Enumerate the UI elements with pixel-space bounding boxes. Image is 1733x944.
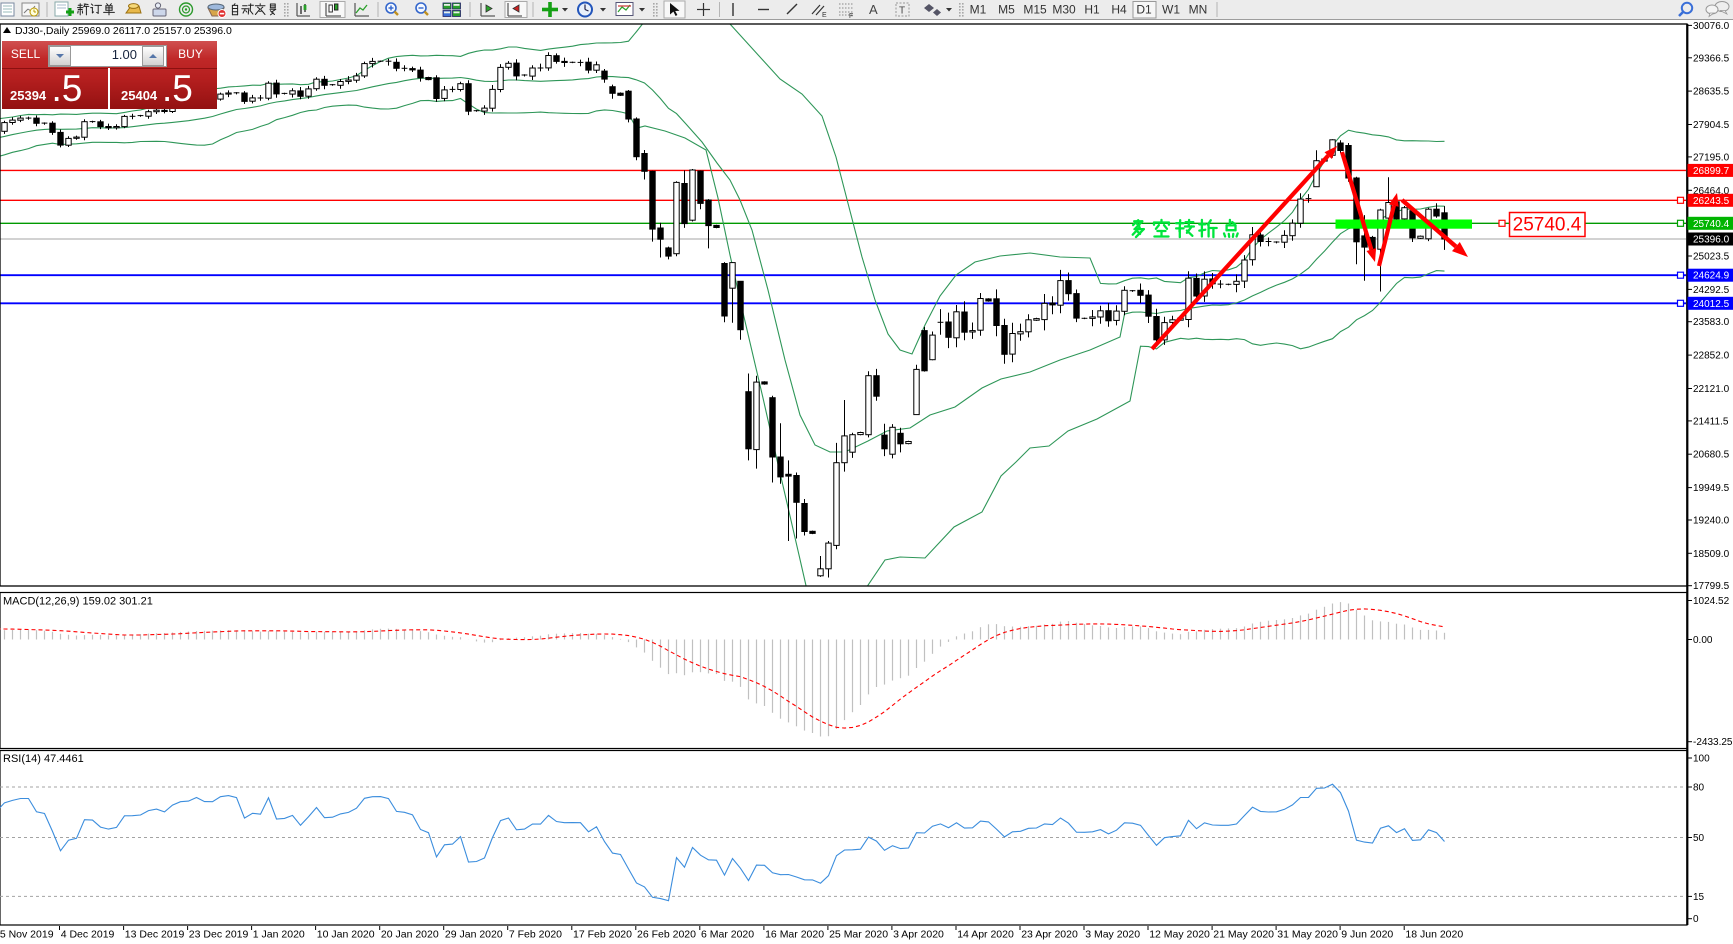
svg-text:3 Apr 2020: 3 Apr 2020 (893, 929, 944, 941)
svg-text:25740.4: 25740.4 (1513, 215, 1582, 236)
svg-text:27195.0: 27195.0 (1693, 152, 1730, 163)
svg-text:RSI(14) 47.4461: RSI(14) 47.4461 (3, 753, 84, 765)
svg-text:20680.5: 20680.5 (1693, 450, 1730, 461)
svg-text:M5: M5 (998, 3, 1015, 17)
svg-text:80: 80 (1693, 783, 1705, 794)
svg-text:9 Jun 2020: 9 Jun 2020 (1341, 929, 1393, 941)
svg-text:-2433.25: -2433.25 (1693, 737, 1733, 748)
svg-text:M1: M1 (970, 3, 987, 17)
svg-text:22852.0: 22852.0 (1693, 351, 1730, 362)
svg-text:50: 50 (1693, 833, 1705, 844)
svg-text:DJ30-,Daily: DJ30-,Daily (15, 25, 70, 37)
svg-text:M30: M30 (1052, 3, 1076, 17)
svg-text:26899.7: 26899.7 (1693, 166, 1730, 177)
svg-text:21 May 2020: 21 May 2020 (1213, 929, 1274, 941)
svg-text:14 Apr 2020: 14 Apr 2020 (957, 929, 1014, 941)
svg-text:4 Dec 2019: 4 Dec 2019 (61, 929, 115, 941)
svg-text:27904.5: 27904.5 (1693, 120, 1730, 131)
svg-text:18509.0: 18509.0 (1693, 549, 1730, 560)
svg-text:17799.5: 17799.5 (1693, 581, 1730, 592)
svg-text:29366.5: 29366.5 (1693, 53, 1730, 64)
svg-text:24624.9: 24624.9 (1693, 271, 1730, 282)
svg-text:A: A (869, 2, 878, 17)
svg-text:20 Jan 2020: 20 Jan 2020 (381, 929, 439, 941)
svg-text:MN: MN (1189, 3, 1208, 17)
svg-text:H1: H1 (1084, 3, 1100, 17)
svg-text:7 Feb 2020: 7 Feb 2020 (509, 929, 562, 941)
svg-text:26 Feb 2020: 26 Feb 2020 (637, 929, 696, 941)
svg-text:E: E (822, 12, 827, 19)
svg-text:10 Jan 2020: 10 Jan 2020 (317, 929, 375, 941)
svg-text:1 Jan 2020: 1 Jan 2020 (253, 929, 305, 941)
svg-text:13 Dec 2019: 13 Dec 2019 (125, 929, 185, 941)
svg-text:16 Mar 2020: 16 Mar 2020 (765, 929, 824, 941)
svg-text:F: F (849, 13, 853, 20)
svg-text:31 May 2020: 31 May 2020 (1277, 929, 1338, 941)
svg-text:12 May 2020: 12 May 2020 (1149, 929, 1210, 941)
svg-text:30076.0: 30076.0 (1693, 21, 1730, 32)
svg-text:24012.5: 24012.5 (1693, 299, 1730, 310)
svg-text:25 Mar 2020: 25 Mar 2020 (829, 929, 888, 941)
svg-text:23583.0: 23583.0 (1693, 317, 1730, 328)
svg-text:25740.4: 25740.4 (1693, 219, 1730, 230)
svg-text:28635.5: 28635.5 (1693, 87, 1730, 98)
svg-text:19949.5: 19949.5 (1693, 483, 1730, 494)
svg-text:18 Jun 2020: 18 Jun 2020 (1405, 929, 1463, 941)
svg-text:M15: M15 (1023, 3, 1047, 17)
svg-text:D1: D1 (1136, 3, 1152, 17)
svg-text:25 Nov 2019: 25 Nov 2019 (0, 929, 54, 941)
svg-text:25023.5: 25023.5 (1693, 252, 1730, 263)
svg-text:H4: H4 (1111, 3, 1127, 17)
svg-text:0: 0 (1693, 914, 1699, 925)
svg-text:17 Feb 2020: 17 Feb 2020 (573, 929, 632, 941)
svg-text:15: 15 (1693, 892, 1705, 903)
svg-text:3 May 2020: 3 May 2020 (1085, 929, 1140, 941)
svg-text:1024.52: 1024.52 (1693, 596, 1730, 607)
svg-text:21411.5: 21411.5 (1693, 416, 1729, 427)
svg-text:W1: W1 (1162, 3, 1180, 17)
svg-text:6 Mar 2020: 6 Mar 2020 (701, 929, 754, 941)
svg-text:25396.0: 25396.0 (1693, 235, 1730, 246)
svg-text:25969.0 26117.0 25157.0 25396.: 25969.0 26117.0 25157.0 25396.0 (72, 25, 232, 37)
svg-text:29 Jan 2020: 29 Jan 2020 (445, 929, 503, 941)
svg-text:24292.5: 24292.5 (1693, 285, 1730, 296)
svg-text:23 Apr 2020: 23 Apr 2020 (1021, 929, 1078, 941)
svg-text:22121.0: 22121.0 (1693, 384, 1730, 395)
svg-text:26464.0: 26464.0 (1693, 186, 1730, 197)
svg-text:T: T (899, 6, 905, 17)
svg-text:MACD(12,26,9) 159.02 301.21: MACD(12,26,9) 159.02 301.21 (3, 596, 153, 608)
svg-text:19240.0: 19240.0 (1693, 516, 1730, 527)
svg-text:0.00: 0.00 (1693, 635, 1713, 646)
svg-text:100: 100 (1693, 754, 1710, 765)
svg-text:26243.5: 26243.5 (1693, 196, 1730, 207)
svg-text:23 Dec 2019: 23 Dec 2019 (189, 929, 249, 941)
